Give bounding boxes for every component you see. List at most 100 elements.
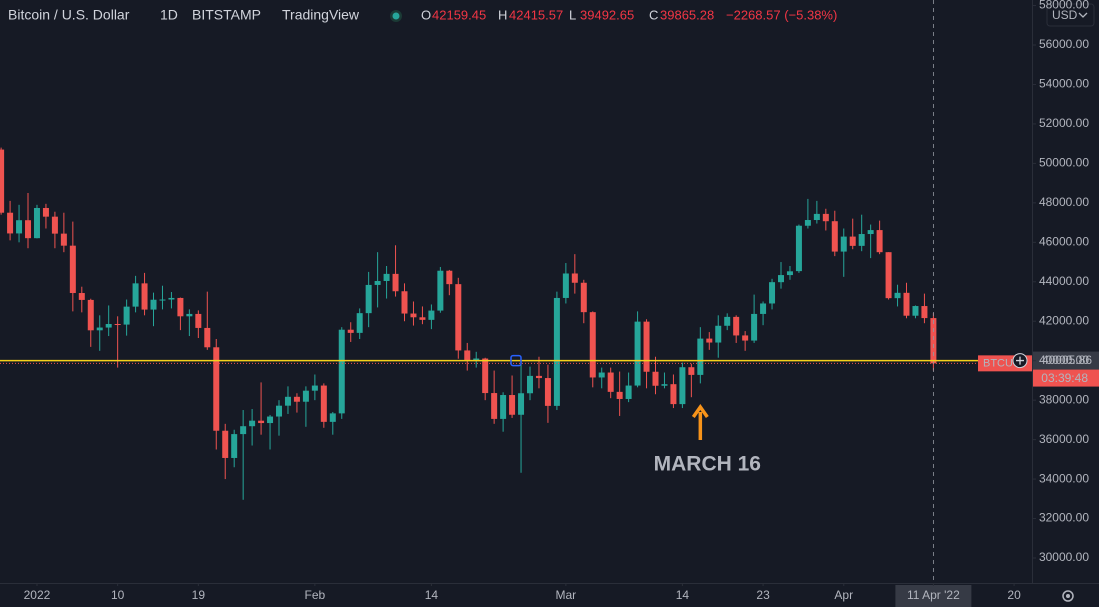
candle-body xyxy=(930,318,937,364)
candle-body xyxy=(195,313,202,328)
candle-body xyxy=(51,216,58,234)
candle-body xyxy=(276,405,283,417)
candle-body xyxy=(437,270,444,311)
candle-body xyxy=(338,329,345,414)
ohlc-value: 42159.45 xyxy=(432,7,486,22)
candle-body xyxy=(661,384,668,386)
x-tick-label: 11 Apr '22 xyxy=(907,588,960,602)
candle-body xyxy=(428,310,435,320)
status-dot xyxy=(392,12,400,20)
candle-body xyxy=(553,297,560,406)
y-tick-label: 34000.00 xyxy=(1039,471,1089,485)
candle-body xyxy=(213,347,220,431)
dropdown-caret xyxy=(1078,12,1088,18)
candle-body xyxy=(589,312,596,378)
candle-body xyxy=(78,293,85,300)
candle-body xyxy=(0,149,5,213)
candle-body xyxy=(751,313,758,341)
candle-body xyxy=(105,323,112,328)
candle-body xyxy=(724,316,731,326)
candle-body xyxy=(347,329,354,333)
change: −2268.57 (−5.38%) xyxy=(726,7,837,22)
gear-hub[interactable] xyxy=(1066,594,1070,598)
candle-body xyxy=(311,385,318,391)
candle-body xyxy=(258,420,265,424)
x-tick-label: Feb xyxy=(305,588,326,602)
settings-gear[interactable] xyxy=(1062,590,1074,602)
x-tick-label: 20 xyxy=(1007,588,1021,602)
candle-body xyxy=(580,282,587,313)
annotation: MARCH 16 xyxy=(654,453,761,476)
candle-body xyxy=(249,420,256,427)
y-tick-label: 50000.00 xyxy=(1039,156,1089,170)
candle-body xyxy=(715,325,722,343)
candle-body xyxy=(464,350,471,361)
candle-body xyxy=(760,303,767,314)
crosshair-price: 40005.86 xyxy=(1042,353,1092,367)
candle-body xyxy=(168,297,175,300)
x-tick-label: 23 xyxy=(756,588,770,602)
candle-body xyxy=(500,395,507,419)
candle-body xyxy=(293,396,300,402)
candle-body xyxy=(670,384,677,405)
candle-body xyxy=(562,273,569,298)
gear-ring[interactable] xyxy=(1062,590,1074,602)
y-tick-label: 32000.00 xyxy=(1039,511,1089,525)
candle-body xyxy=(733,316,740,336)
candle-body xyxy=(598,372,605,378)
y-tick-label: 54000.00 xyxy=(1039,77,1089,91)
crosshair-marker xyxy=(510,354,522,367)
exchange: BITSTAMP xyxy=(192,7,261,23)
x-tick-label: 19 xyxy=(192,588,206,602)
candle-body xyxy=(867,230,874,235)
candle-body xyxy=(267,416,274,424)
crosshair-price-box xyxy=(1033,351,1099,370)
candle-body xyxy=(607,372,614,392)
candle-body xyxy=(69,245,76,294)
y-tick-label: 40000.00 xyxy=(1039,353,1089,367)
candle-body xyxy=(742,335,749,341)
candle-body xyxy=(706,338,713,343)
candle-body xyxy=(33,207,40,239)
ohlc-value: 42415.57 xyxy=(509,7,563,22)
candle-body xyxy=(616,391,623,399)
add-icon xyxy=(1016,356,1024,365)
candle-body xyxy=(356,313,363,333)
candle-body xyxy=(535,375,542,379)
candle-body xyxy=(697,338,704,375)
overlay: BTCU 40005.86 03:39:48 MARCH 16 xyxy=(0,0,1099,583)
candle-body xyxy=(132,283,139,307)
y-tick-label: 58000.00 xyxy=(1039,0,1089,12)
candle-body xyxy=(42,207,49,217)
currency[interactable]: USD xyxy=(1052,8,1078,22)
countdown-box xyxy=(1033,369,1099,387)
x-tick-label: 2022 xyxy=(24,588,51,602)
candle-body xyxy=(25,220,32,239)
candle-body xyxy=(840,236,847,252)
candle-body xyxy=(643,321,650,372)
candle-body xyxy=(410,313,417,318)
candle-body xyxy=(159,299,166,301)
candle-body xyxy=(822,213,829,222)
candle-body xyxy=(141,283,148,310)
ohlc-value: 39492.65 xyxy=(580,7,634,22)
candle-body xyxy=(374,280,381,285)
candle-body xyxy=(813,213,820,221)
currency-button[interactable] xyxy=(1046,3,1095,27)
y-tick-label: 44000.00 xyxy=(1039,274,1089,288)
candle-body xyxy=(60,233,67,246)
candle-body xyxy=(177,297,184,317)
candle-body xyxy=(186,313,193,317)
x-tick-label: 10 xyxy=(111,588,125,602)
candle-body xyxy=(795,225,802,272)
candle-body xyxy=(769,282,776,304)
candle-body xyxy=(518,393,525,415)
candle-body xyxy=(240,426,247,435)
ohlc-key: L xyxy=(569,7,576,22)
candle-body xyxy=(491,393,498,419)
candle-body xyxy=(320,385,327,422)
symbol-label: BTCU xyxy=(983,357,1013,369)
crosshair-date-box xyxy=(895,585,972,607)
